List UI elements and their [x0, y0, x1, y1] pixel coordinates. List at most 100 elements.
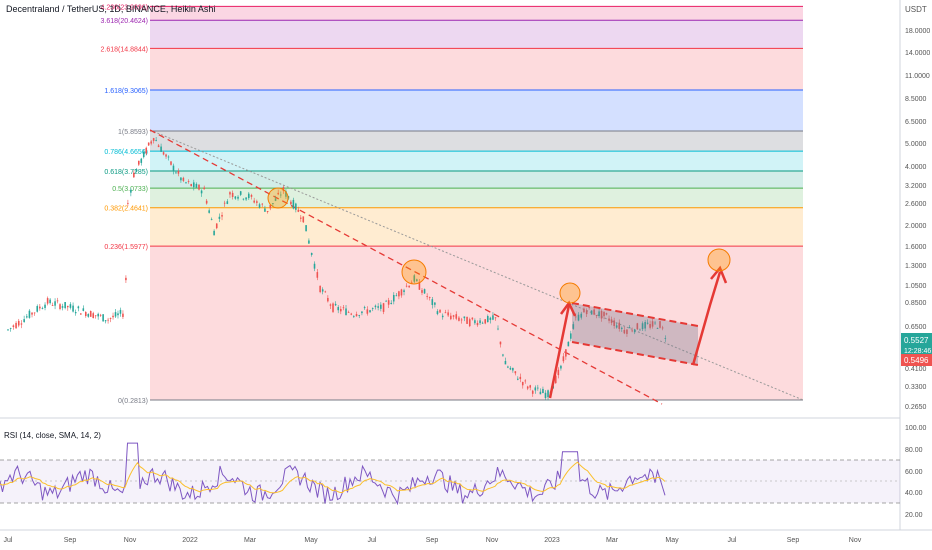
x-tick-label: May: [304, 537, 318, 544]
candle-body: [403, 290, 405, 293]
candle-body: [620, 327, 623, 329]
candle-body: [74, 312, 77, 314]
candle-body: [180, 177, 182, 181]
candle-body: [177, 171, 180, 174]
x-tick-label: Sep: [787, 537, 800, 544]
candle-body: [380, 304, 382, 309]
candle-body: [466, 316, 468, 324]
candle-body: [107, 319, 109, 321]
candle-body: [385, 300, 387, 302]
candle-body: [441, 315, 444, 318]
candle-body: [305, 225, 307, 232]
candle-body: [72, 305, 74, 312]
candle-body: [481, 322, 484, 324]
x-tick-label: Jul: [4, 537, 13, 544]
candle-body: [7, 329, 9, 331]
candle-body: [130, 189, 132, 193]
candle-body: [347, 311, 350, 313]
candle-body: [408, 285, 410, 288]
fib-label: 0.236(1.5977): [104, 244, 148, 251]
candle-body: [476, 323, 479, 326]
last-price-value: 0.5527: [904, 336, 929, 345]
x-tick-label: Sep: [64, 537, 77, 544]
rsi-tick-20: 20.00: [905, 512, 923, 519]
fib-label: 0.5(3.0733): [112, 186, 148, 193]
candle-body: [646, 322, 649, 324]
candle-body: [557, 369, 560, 376]
price-axis[interactable]: 18.0000 14.0000 11.0000 8.5000 6.5000 5.0000 4…: [905, 28, 930, 411]
candle-body: [36, 306, 39, 312]
candle-body: [185, 182, 187, 184]
candle-body: [580, 313, 583, 318]
y-tick-label: 11.0000: [905, 73, 930, 80]
fib-label: 0.786(4.6656): [104, 149, 148, 156]
candle-body: [313, 263, 316, 269]
candle-body: [297, 209, 300, 212]
fib-label: 4.236(23.9096): [101, 4, 148, 11]
y-tick-label: 14.0000: [905, 50, 930, 57]
candle-body: [84, 312, 87, 317]
y-tick-label: 1.3000: [905, 263, 927, 270]
y-tick-label: 0.2650: [905, 404, 927, 411]
rsi-tick-60: 60.00: [905, 469, 923, 476]
candle-body: [28, 310, 31, 318]
candle-body: [661, 327, 664, 329]
candle-body: [626, 329, 628, 334]
candle-body: [99, 314, 102, 316]
y-tick-label: 1.6000: [905, 244, 927, 251]
rsi-tick-100: 100.00: [905, 425, 927, 432]
candle-body: [600, 310, 603, 319]
y-tick-label: 5.0000: [905, 141, 927, 148]
candle-body: [489, 317, 492, 320]
candle-body: [537, 387, 539, 389]
candle-body: [104, 320, 107, 322]
candle-body: [547, 390, 549, 398]
y-tick-label: 2.6000: [905, 201, 927, 208]
candle-body: [562, 356, 565, 362]
candle-body: [239, 191, 242, 195]
candle-body: [274, 198, 277, 201]
candle-body: [355, 314, 358, 317]
circle-2: [401, 259, 427, 285]
candle-body: [574, 316, 577, 318]
arrows: [548, 265, 728, 399]
candle-body: [39, 306, 41, 309]
candle-body: [514, 371, 517, 374]
candle-body: [560, 365, 562, 369]
candle-body: [102, 314, 104, 322]
candle-body: [651, 321, 654, 327]
candle-body: [428, 296, 431, 298]
candle-body: [66, 305, 69, 308]
candle-body: [208, 210, 210, 213]
candle-body: [92, 313, 95, 319]
candle-body: [245, 197, 247, 200]
candle-body: [308, 240, 310, 244]
candle-body: [295, 203, 297, 210]
candle-body: [468, 319, 471, 327]
candle-body: [54, 301, 56, 306]
candle-body: [641, 323, 644, 330]
candle-body: [142, 151, 145, 158]
circle-1: [267, 187, 289, 209]
candle-body: [182, 177, 185, 181]
candle-body: [340, 309, 342, 312]
circle-3: [559, 282, 581, 304]
candle-body: [302, 216, 305, 223]
fib-label: 0.382(2.4641): [104, 206, 148, 213]
candle-body: [524, 380, 527, 382]
dashed-trendline: [149, 129, 663, 405]
candle-body: [387, 300, 390, 305]
y-tick-label: 18.0000: [905, 28, 930, 35]
fib-band: [150, 90, 803, 131]
x-tick-label: 2022: [182, 537, 198, 544]
candle-body: [458, 317, 460, 321]
candle-body: [664, 338, 667, 339]
fib-label: 3.618(20.4624): [101, 18, 148, 25]
candle-body: [272, 203, 274, 204]
candle-body: [431, 299, 434, 305]
candle-body: [455, 314, 458, 319]
candle-body: [633, 329, 636, 333]
time-axis[interactable]: Jul Sep Nov 2022 Mar May Jul Sep Nov 2023 Mar May Ju…: [4, 537, 862, 544]
fib-band: [150, 6, 803, 21]
